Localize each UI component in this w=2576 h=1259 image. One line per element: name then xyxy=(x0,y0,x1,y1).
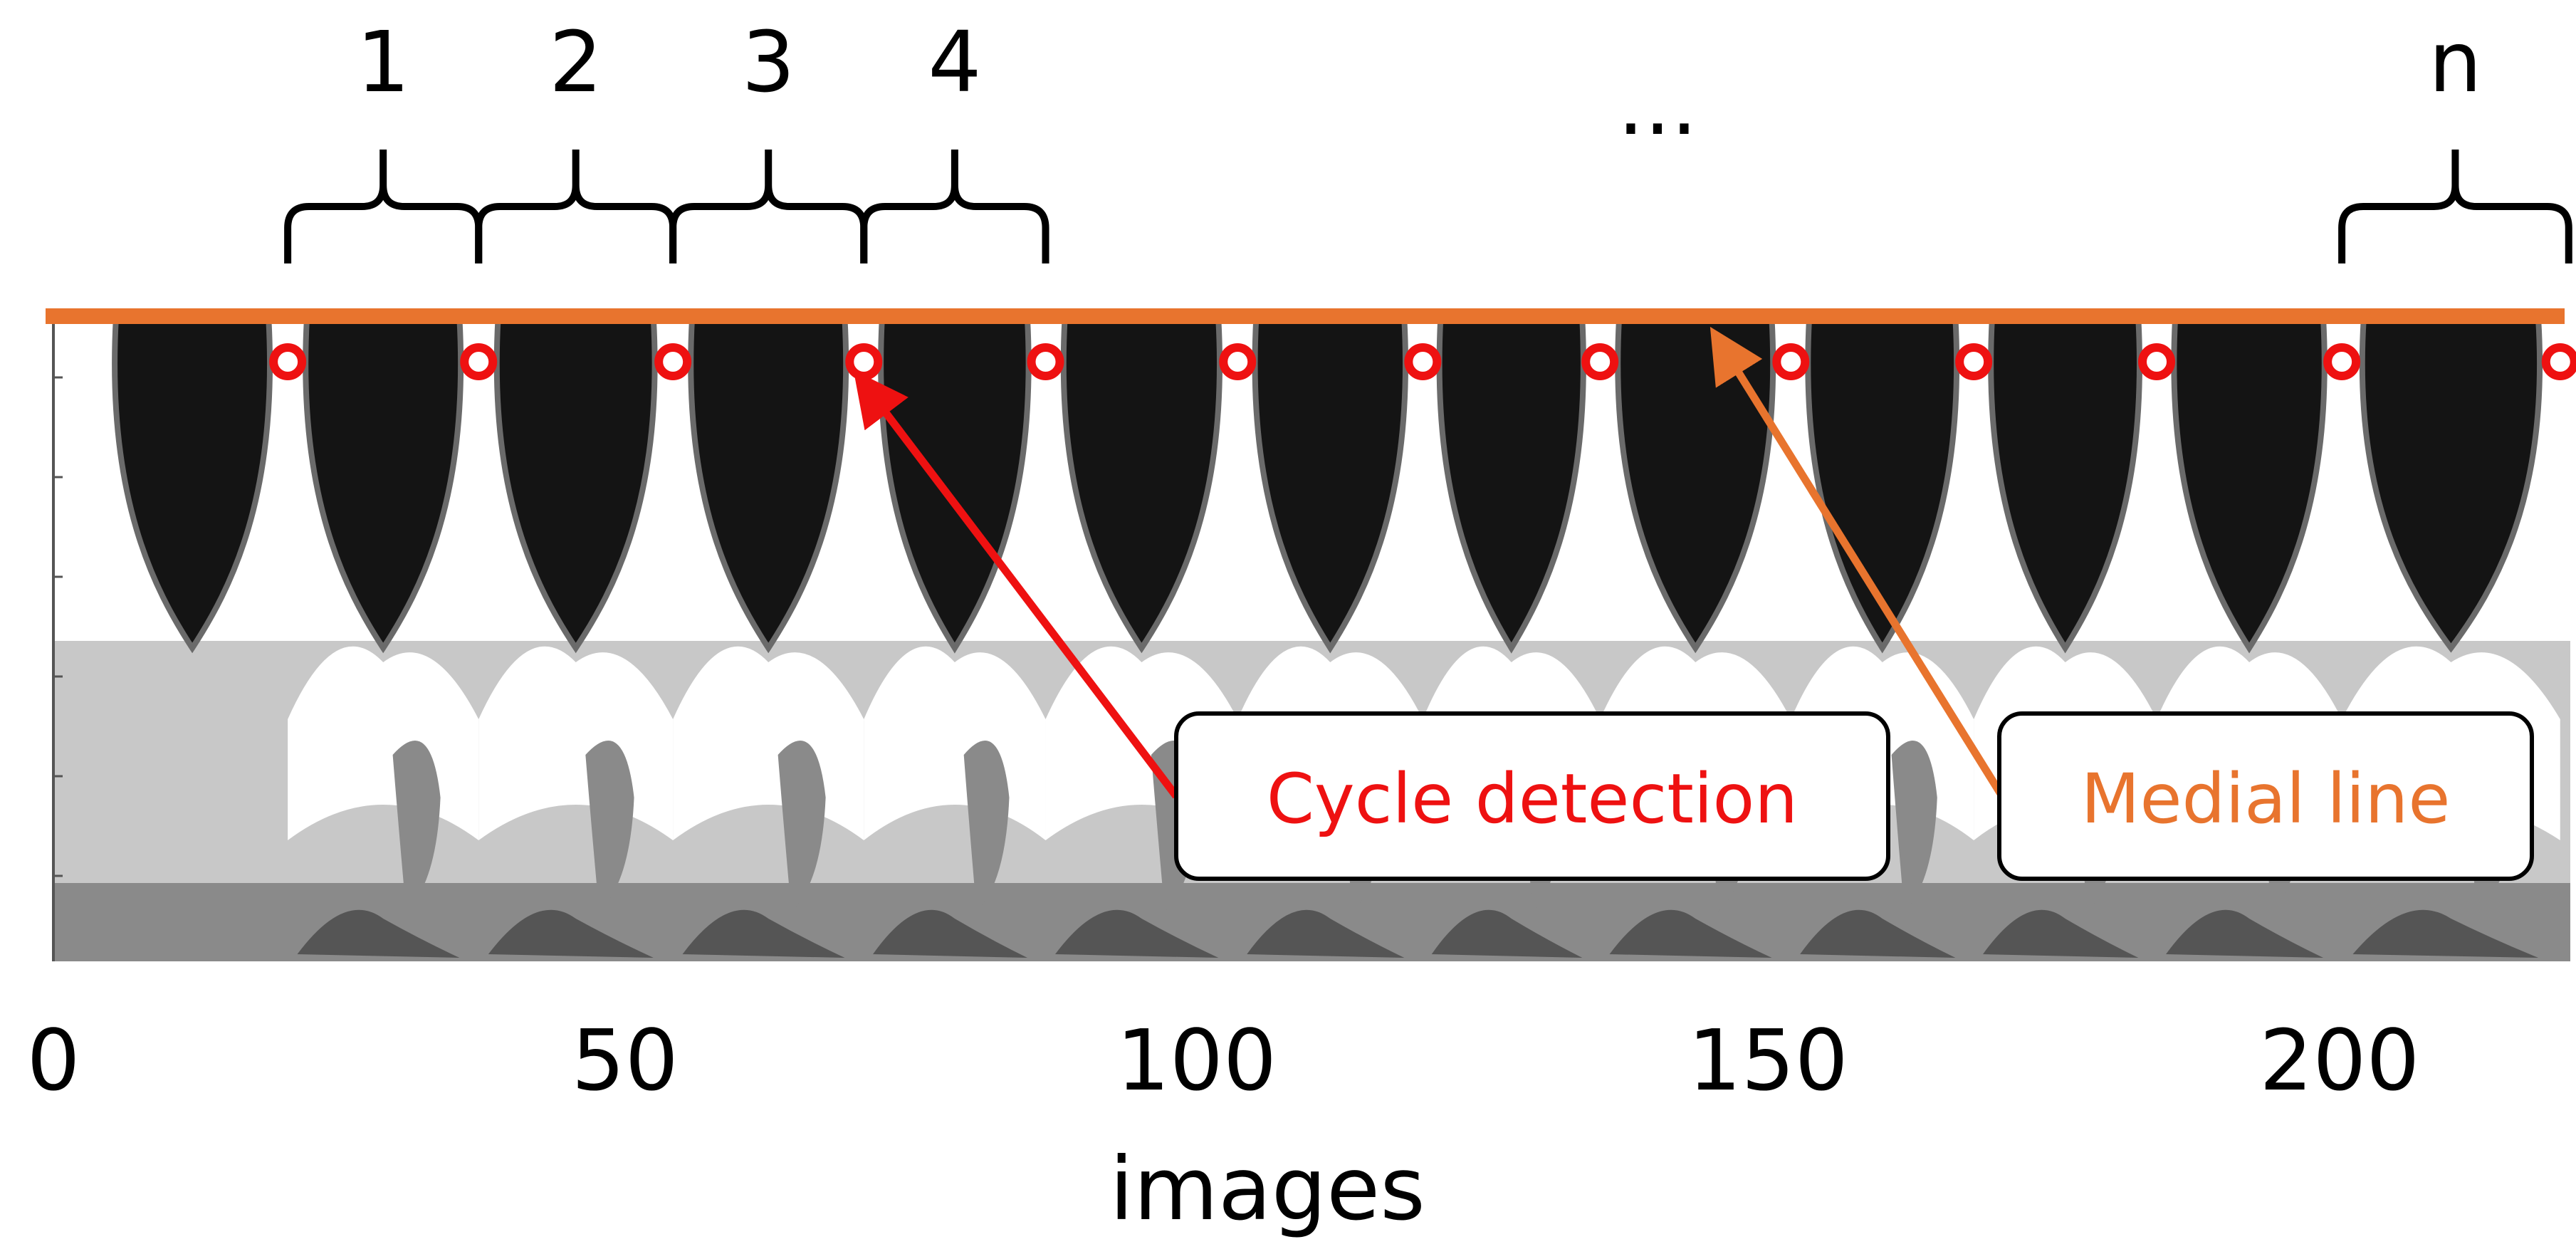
medial-line-callout-text: Medial line xyxy=(2081,759,2451,839)
texture-streak xyxy=(682,909,845,958)
cycle-detection-marker xyxy=(654,343,692,380)
cycle-detection-callout-text: Cycle detection xyxy=(1267,759,1798,839)
cycle-detection-arrow xyxy=(853,370,1180,799)
texture-streak xyxy=(1609,909,1772,958)
ellipsis: ... xyxy=(1618,56,1698,154)
cycle-brace xyxy=(860,150,1049,263)
x-axis-tick-labels: 0 50 100 150 200 xyxy=(26,1011,2419,1109)
cycle-label-4: 4 xyxy=(928,13,981,111)
medial-line-arrow xyxy=(1710,326,2006,798)
texture-wisp xyxy=(963,741,1010,911)
cycle-detection-marker xyxy=(1581,343,1619,380)
dark-cycle-lobes xyxy=(112,319,2543,654)
dark-lobe xyxy=(1436,319,1586,654)
cycle-detection-marker xyxy=(1772,343,1810,380)
dark-lobe xyxy=(1252,319,1409,654)
medial-line-callout: Medial line xyxy=(1997,711,2534,881)
cycle-label-1: 1 xyxy=(357,13,410,111)
texture-streak xyxy=(297,909,460,958)
x-tick-label: 0 xyxy=(26,1011,80,1109)
cycle-brace xyxy=(284,150,483,263)
texture-streak xyxy=(1431,909,1583,958)
dark-lobe xyxy=(1805,319,1960,654)
cycle-detection-marker xyxy=(2541,343,2576,380)
texture-streak xyxy=(2352,909,2539,958)
cycle-detection-marker xyxy=(1219,343,1257,380)
texture-streak xyxy=(1055,909,1219,958)
cycle-detection-marker xyxy=(1027,343,1064,380)
cycle-braces xyxy=(284,150,2572,263)
cycle-detection-marker xyxy=(460,343,498,380)
cycle-detection-marker xyxy=(1955,343,1993,380)
texture-wisp xyxy=(777,741,826,911)
x-tick-label: 150 xyxy=(1688,1011,1848,1109)
texture-streak xyxy=(1983,909,2139,958)
x-axis-label: images xyxy=(1109,1139,1425,1240)
dark-lobe xyxy=(1615,319,1776,654)
cycle-label-3: 3 xyxy=(742,13,795,111)
dark-lobe xyxy=(112,319,273,654)
cycle-labels: 1 2 3 4 n ... xyxy=(357,13,2482,154)
cycle-label-2: 2 xyxy=(549,13,602,111)
cycle-detection-markers xyxy=(269,343,2576,380)
texture-streak xyxy=(1247,909,1405,958)
dark-lobe xyxy=(2359,319,2543,653)
cycle-detection-marker xyxy=(2138,343,2176,380)
cycle-brace xyxy=(669,150,868,263)
dark-lobe xyxy=(303,319,464,654)
texture-streak xyxy=(2166,909,2324,958)
cycle-brace xyxy=(2338,150,2572,263)
texture-wisp xyxy=(585,741,634,911)
cycle-label-n: n xyxy=(2429,13,2482,111)
cycle-detection-marker xyxy=(2323,343,2361,380)
dark-lobe xyxy=(2171,319,2328,654)
cycle-detection-callout: Cycle detection xyxy=(1174,711,1890,881)
texture-streak xyxy=(488,909,654,958)
medial-line-callout-box xyxy=(1997,711,2534,881)
texture-streak xyxy=(1800,909,1956,958)
cycle-detection-marker xyxy=(1404,343,1442,380)
x-tick-label: 100 xyxy=(1116,1011,1277,1109)
dark-lobe xyxy=(688,319,849,654)
x-tick-label: 200 xyxy=(2259,1011,2419,1109)
cycle-detection-marker xyxy=(269,343,307,380)
left-axis-ticks xyxy=(53,376,63,877)
dark-lobe xyxy=(493,319,658,654)
dark-lobe xyxy=(1988,319,2143,654)
texture-wisp xyxy=(392,741,441,911)
texture-streak xyxy=(873,909,1028,958)
x-tick-label: 50 xyxy=(572,1011,679,1109)
texture-wisp xyxy=(1891,741,1937,911)
cycle-brace xyxy=(475,150,677,263)
cycle-detection-callout-box xyxy=(1174,711,1890,881)
dark-lobe xyxy=(1060,319,1223,654)
dark-lobe xyxy=(878,319,1032,654)
